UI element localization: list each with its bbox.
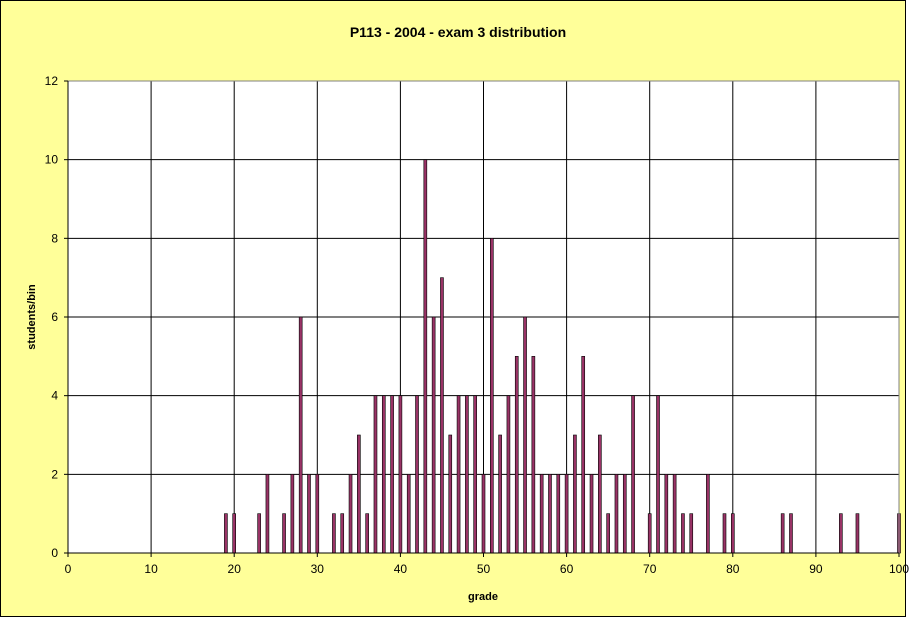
x-tick-label: 10: [144, 562, 158, 576]
bar: [315, 474, 320, 554]
bar: [440, 277, 444, 554]
x-tick-label: 0: [65, 562, 72, 576]
bar: [398, 395, 403, 554]
bar: [473, 395, 477, 554]
bar: [506, 395, 511, 554]
y-tick-label: 4: [51, 389, 58, 403]
x-axis-label: grade: [468, 591, 498, 603]
bar: [598, 434, 602, 554]
bar: [681, 513, 685, 554]
bar: [789, 513, 793, 554]
x-tick-label: 60: [560, 562, 574, 576]
y-tick-label: 10: [45, 153, 59, 167]
bar: [232, 513, 236, 554]
bar: [722, 513, 727, 554]
bar: [357, 434, 361, 554]
bar: [348, 474, 353, 554]
bar: [706, 474, 710, 554]
y-axis-label: students/bin: [26, 284, 38, 350]
bar: [839, 513, 843, 554]
x-tick-label: 90: [809, 562, 823, 576]
bar: [390, 395, 394, 554]
bar: [672, 474, 677, 554]
bar: [664, 474, 669, 554]
bar: [332, 513, 336, 554]
bar: [730, 513, 735, 554]
bar: [456, 395, 461, 554]
bar: [780, 513, 785, 554]
bar: [490, 238, 494, 554]
bar: [548, 474, 552, 554]
bar: [448, 434, 453, 554]
bar: [481, 474, 486, 554]
x-tick-label: 70: [643, 562, 657, 576]
bar: [614, 474, 619, 554]
bar: [406, 474, 411, 554]
bar: [265, 474, 270, 554]
bar: [689, 513, 694, 554]
bar: [431, 316, 436, 554]
x-tick-label: 40: [394, 562, 408, 576]
x-tick-label: 80: [726, 562, 740, 576]
bar: [656, 395, 660, 554]
x-tick-label: 20: [228, 562, 242, 576]
y-tick-label: 12: [45, 74, 59, 88]
bar: [573, 434, 577, 554]
y-tick-label: 8: [51, 231, 58, 245]
bar: [514, 356, 519, 554]
bar: [622, 474, 627, 554]
bar: [365, 513, 369, 554]
bar: [556, 474, 561, 554]
bar: [282, 513, 286, 554]
bar: [340, 513, 345, 554]
bar: [415, 395, 419, 554]
bar: [465, 395, 469, 554]
bar: [307, 474, 311, 554]
bar: [531, 356, 536, 554]
bar: [498, 434, 502, 554]
bar: [589, 474, 594, 554]
bar: [539, 474, 544, 554]
bar: [298, 316, 303, 554]
y-tick-label: 6: [51, 310, 58, 324]
x-tick-label: 50: [477, 562, 491, 576]
x-tick-label: 100: [889, 562, 909, 576]
bar: [373, 395, 378, 554]
bar: [581, 356, 586, 554]
y-tick-label: 0: [51, 546, 58, 560]
bar: [523, 316, 527, 554]
bar: [606, 513, 610, 554]
bar: [290, 474, 295, 554]
bar: [647, 513, 652, 554]
bar: [224, 513, 228, 554]
chart-title: P113 - 2004 - exam 3 distribution: [350, 24, 566, 40]
bar: [564, 474, 569, 554]
bar: [423, 159, 428, 554]
x-tick-label: 30: [311, 562, 325, 576]
y-tick-label: 2: [51, 467, 58, 481]
bar: [257, 513, 261, 554]
bar: [631, 395, 635, 554]
bar: [855, 513, 860, 554]
bar: [381, 395, 386, 554]
